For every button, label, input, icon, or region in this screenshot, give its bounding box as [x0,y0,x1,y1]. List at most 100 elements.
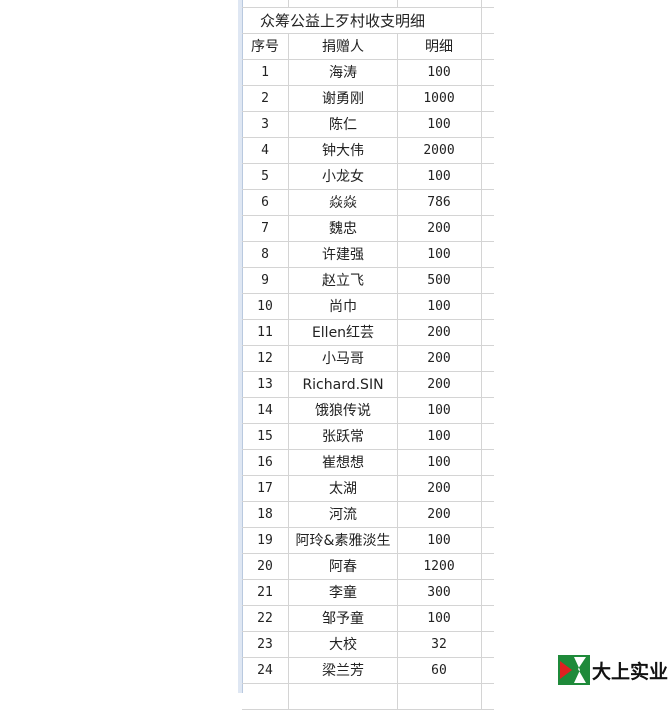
row-index[interactable]: 24 [242,658,289,683]
cell[interactable] [481,632,494,657]
cell[interactable] [481,216,494,241]
amount[interactable]: 200 [397,346,482,371]
cell[interactable] [242,0,289,7]
row-index[interactable]: 8 [242,242,289,267]
amount[interactable]: 60 [397,658,482,683]
amount[interactable]: 1000 [397,86,482,111]
amount[interactable]: 1200 [397,554,482,579]
row-index[interactable]: 3 [242,112,289,137]
row-index[interactable]: 16 [242,450,289,475]
row-index[interactable]: 12 [242,346,289,371]
cell[interactable] [481,86,494,111]
amount[interactable]: 500 [397,268,482,293]
amount[interactable]: 32 [397,632,482,657]
row-index[interactable]: 14 [242,398,289,423]
cell[interactable] [481,346,494,371]
donor-name[interactable]: 钟大伟 [289,138,398,163]
donor-name[interactable]: 焱焱 [289,190,398,215]
donor-name[interactable]: 李童 [289,580,398,605]
donor-name[interactable]: 张跃常 [289,424,398,449]
cell[interactable] [481,164,494,189]
row-index[interactable]: 20 [242,554,289,579]
amount[interactable]: 200 [397,372,482,397]
cell[interactable] [481,398,494,423]
cell[interactable] [481,138,494,163]
row-index[interactable]: 21 [242,580,289,605]
cell[interactable] [397,8,482,33]
cell[interactable] [481,658,494,683]
row-index[interactable]: 10 [242,294,289,319]
cell[interactable] [481,294,494,319]
header-donor[interactable]: 捐赠人 [289,34,398,59]
amount[interactable]: 200 [397,320,482,345]
row-index[interactable]: 15 [242,424,289,449]
cell[interactable] [289,684,398,709]
row-index[interactable]: 9 [242,268,289,293]
row-index[interactable]: 18 [242,502,289,527]
amount[interactable]: 100 [397,606,482,631]
cell[interactable] [481,502,494,527]
donor-name[interactable]: 太湖 [289,476,398,501]
amount[interactable]: 100 [397,424,482,449]
cell[interactable] [481,528,494,553]
donor-name[interactable]: 谢勇刚 [289,86,398,111]
donor-name[interactable]: 饿狼传说 [289,398,398,423]
donor-name[interactable]: 小马哥 [289,346,398,371]
amount[interactable]: 100 [397,164,482,189]
amount[interactable]: 200 [397,502,482,527]
amount[interactable]: 200 [397,476,482,501]
amount[interactable]: 200 [397,216,482,241]
cell[interactable] [481,34,494,59]
donor-name[interactable]: 阿春 [289,554,398,579]
donor-name[interactable]: 河流 [289,502,398,527]
header-amount[interactable]: 明细 [397,34,482,59]
cell[interactable] [481,450,494,475]
cell[interactable] [481,684,494,709]
cell[interactable] [481,372,494,397]
row-index[interactable]: 17 [242,476,289,501]
donor-name[interactable]: 魏忠 [289,216,398,241]
row-index[interactable]: 19 [242,528,289,553]
cell[interactable] [289,0,398,7]
cell[interactable] [481,242,494,267]
amount[interactable]: 100 [397,450,482,475]
cell[interactable] [481,580,494,605]
donor-name[interactable]: 梁兰芳 [289,658,398,683]
row-index[interactable]: 23 [242,632,289,657]
donor-name[interactable]: Richard.SIN [289,372,398,397]
cell[interactable] [397,0,482,7]
cell[interactable] [397,684,482,709]
row-index[interactable]: 1 [242,60,289,85]
cell[interactable] [242,684,289,709]
row-index[interactable]: 22 [242,606,289,631]
cell[interactable] [481,8,494,33]
amount[interactable]: 100 [397,294,482,319]
cell[interactable] [481,476,494,501]
donor-name[interactable]: 尚巾 [289,294,398,319]
sheet-title[interactable]: 众筹公益上歹村收支明细 [260,12,426,30]
row-index[interactable]: 4 [242,138,289,163]
amount[interactable]: 100 [397,528,482,553]
cell[interactable] [481,320,494,345]
donor-name[interactable]: 小龙女 [289,164,398,189]
cell[interactable] [481,60,494,85]
amount[interactable]: 100 [397,242,482,267]
row-index[interactable]: 6 [242,190,289,215]
donor-name[interactable]: 邹予童 [289,606,398,631]
cell[interactable] [481,0,494,7]
amount[interactable]: 2000 [397,138,482,163]
donor-name[interactable]: 赵立飞 [289,268,398,293]
cell[interactable] [481,554,494,579]
donor-name[interactable]: 陈仁 [289,112,398,137]
amount[interactable]: 786 [397,190,482,215]
amount[interactable]: 100 [397,112,482,137]
row-index[interactable]: 11 [242,320,289,345]
row-index[interactable]: 13 [242,372,289,397]
donor-name[interactable]: Ellen红芸 [289,320,398,345]
amount[interactable]: 100 [397,398,482,423]
cell[interactable] [481,268,494,293]
amount[interactable]: 300 [397,580,482,605]
cell[interactable] [481,424,494,449]
row-index[interactable]: 2 [242,86,289,111]
cell[interactable] [481,606,494,631]
